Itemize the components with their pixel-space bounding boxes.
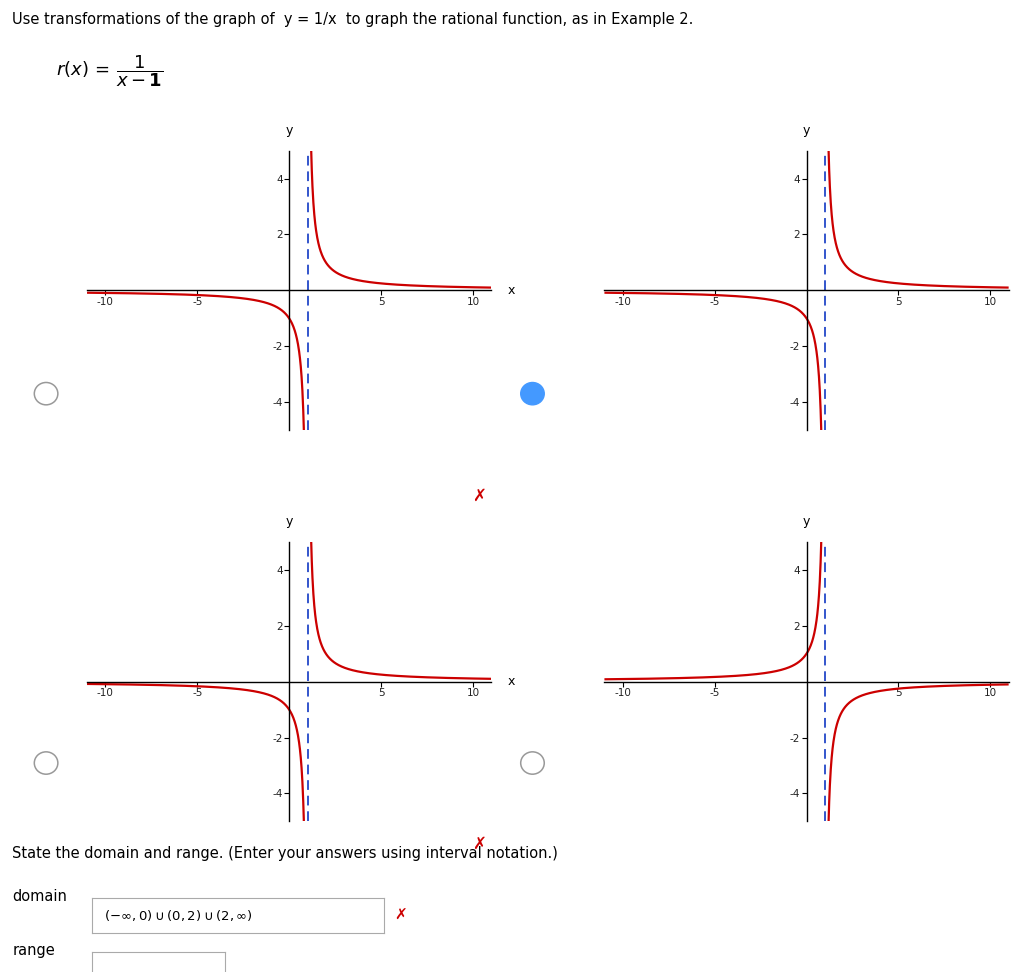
Text: ✗: ✗ [394,908,407,923]
Text: x: x [508,284,515,296]
Text: $r(x)\,=\,\dfrac{1}{x-\mathbf{1}}$: $r(x)\,=\,\dfrac{1}{x-\mathbf{1}}$ [56,53,164,89]
Text: $(-\infty,0)\cup(0,2)\cup(2,\infty)$: $(-\infty,0)\cup(0,2)\cup(2,\infty)$ [103,908,253,923]
Text: y: y [286,123,293,137]
Text: State the domain and range. (Enter your answers using interval notation.): State the domain and range. (Enter your … [12,846,558,860]
Text: y: y [803,123,810,137]
Text: domain: domain [12,889,68,904]
Text: ✗: ✗ [472,487,486,504]
Text: ✗: ✗ [472,835,486,852]
Text: Use transformations of the graph of  y = 1/x  to graph the rational function, as: Use transformations of the graph of y = … [12,12,693,26]
Text: x: x [508,676,515,688]
Text: y: y [286,515,293,528]
Text: range: range [12,943,55,957]
Text: y: y [803,515,810,528]
